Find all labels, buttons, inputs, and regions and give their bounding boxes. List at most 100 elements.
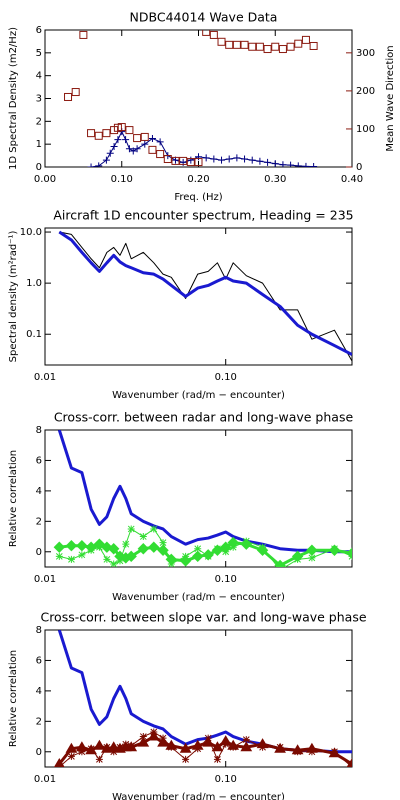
point	[102, 156, 110, 164]
point	[102, 129, 111, 138]
point	[163, 155, 172, 164]
point	[156, 138, 164, 146]
panel: NDBC44014 Wave Data Freq. (Hz) 1D Spectral…	[8, 10, 396, 204]
point	[308, 554, 316, 562]
x-tick-label: 0.10	[111, 174, 133, 185]
point	[279, 161, 287, 167]
point	[165, 553, 178, 566]
point	[55, 552, 63, 560]
point	[141, 140, 149, 148]
plot-frame	[44, 629, 353, 768]
line	[59, 231, 352, 362]
line	[57, 430, 352, 554]
point	[159, 539, 167, 547]
panel: Aircraft 1D encounter spectrum, Heading …	[8, 208, 354, 402]
point	[110, 560, 118, 567]
x-tick-label: 0.30	[264, 174, 286, 185]
point	[64, 92, 73, 101]
point	[202, 154, 210, 162]
point	[148, 134, 156, 142]
point	[202, 736, 215, 747]
y-axis-label: 1D Spectral Density (m2/Hz)	[8, 27, 19, 170]
point	[67, 555, 75, 563]
y-axis-label: Spectral density (m²rad⁻¹)	[8, 231, 19, 363]
point	[53, 541, 66, 553]
plot-area	[53, 430, 352, 567]
point	[248, 156, 256, 164]
point	[78, 551, 86, 559]
point	[150, 525, 158, 533]
y-tick-label: 0	[36, 747, 42, 758]
y-tick-label: 8	[36, 425, 42, 436]
y-tick-label: 0	[36, 162, 42, 173]
point	[110, 142, 118, 150]
y-tick-label: 5	[36, 48, 42, 59]
point	[256, 157, 264, 165]
panel: Cross-corr. between radar and long-wave …	[8, 410, 354, 604]
x-tick-label: 0.10	[215, 774, 237, 785]
y-tick-label: 1.0	[26, 278, 42, 289]
point	[294, 39, 303, 48]
point	[225, 155, 233, 163]
point	[85, 541, 97, 553]
y-tick-label: 2	[36, 516, 42, 527]
point	[78, 748, 86, 756]
point	[271, 42, 280, 51]
point	[240, 538, 252, 550]
point	[95, 162, 103, 167]
y-tick-label: 6	[36, 655, 42, 666]
chart-title: Aircraft 1D encounter spectrum, Heading …	[53, 208, 353, 223]
point	[211, 741, 224, 752]
point	[213, 755, 221, 763]
point	[346, 757, 352, 767]
point	[93, 739, 106, 750]
point	[217, 37, 226, 46]
point	[125, 126, 134, 135]
x-tick-label: 0.10	[215, 372, 237, 383]
point	[187, 156, 195, 164]
point	[240, 40, 249, 49]
point	[287, 161, 295, 167]
x-tick-label: 0.00	[34, 174, 56, 185]
chart-title: NDBC44014 Wave Data	[130, 10, 278, 25]
point	[129, 147, 137, 155]
point	[156, 150, 165, 159]
x-axis-label: Wavenumber (rad/m − encounter)	[112, 390, 285, 401]
x-tick-label: 0.10	[215, 574, 237, 585]
point	[114, 136, 122, 144]
point	[127, 525, 135, 533]
point	[157, 544, 169, 556]
point	[278, 45, 287, 54]
point	[233, 154, 241, 162]
point	[147, 730, 160, 741]
point	[291, 744, 304, 755]
x-tick-label: 0.01	[34, 774, 56, 785]
point	[277, 566, 284, 567]
y-tick-label: 0.1	[26, 329, 42, 340]
point	[264, 158, 272, 166]
point	[302, 162, 310, 167]
point	[103, 555, 111, 563]
point	[139, 533, 147, 541]
y-axis-label: Relative correlation	[8, 650, 19, 747]
y-tick-label: 10.0	[20, 227, 42, 238]
y-tick-label: 2	[36, 116, 42, 127]
point	[148, 541, 160, 553]
point	[263, 45, 272, 54]
point	[117, 123, 126, 132]
point	[309, 41, 318, 50]
point	[195, 153, 202, 161]
point	[76, 741, 88, 752]
point	[94, 131, 103, 140]
point	[65, 539, 78, 552]
point	[346, 547, 352, 560]
chart-title: Cross-corr. between radar and long-wave …	[54, 410, 354, 425]
point	[219, 735, 232, 746]
point	[179, 156, 188, 165]
plot-frame	[44, 429, 353, 568]
x-axis-label: Wavenumber (rad/m − encounter)	[112, 792, 285, 800]
point	[310, 163, 318, 167]
plot-frame	[44, 29, 353, 168]
y-tick-label: 1	[36, 139, 42, 150]
